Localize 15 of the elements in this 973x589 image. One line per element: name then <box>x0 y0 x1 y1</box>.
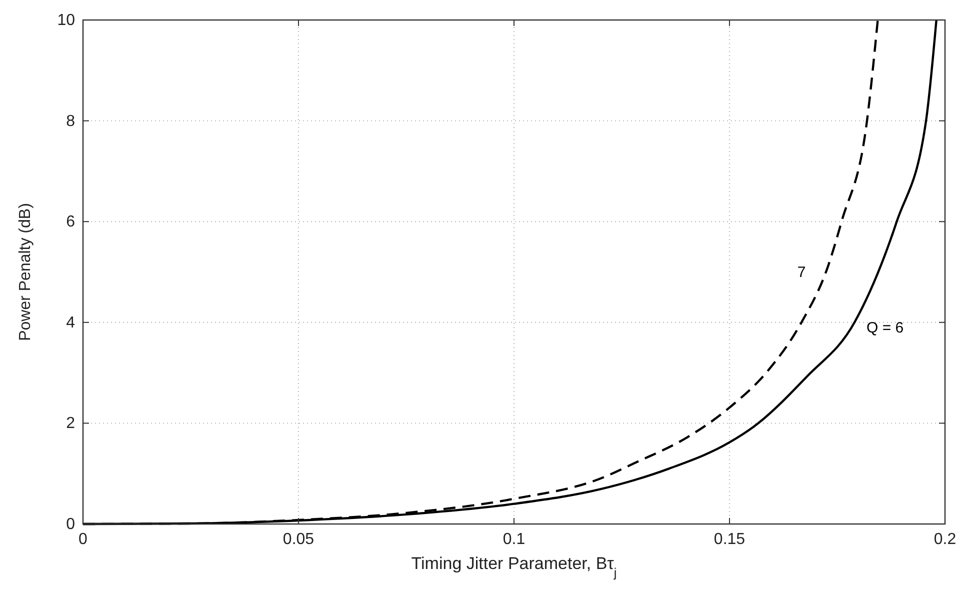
y-tick-label: 2 <box>66 415 76 432</box>
series-label: Q = 6 <box>866 319 904 336</box>
x-tick-label: 0 <box>78 531 88 548</box>
x-axis-title: Timing Jitter Parameter, Bτ$_{j}$ <box>411 554 617 580</box>
y-tick-label: 0 <box>66 516 76 533</box>
x-tick-label: 0.2 <box>934 531 956 548</box>
y-tick-label: 6 <box>66 214 76 231</box>
x-tick-label: 0.1 <box>502 531 526 548</box>
y-axis-title: Power Penalty (dB) <box>17 203 34 341</box>
y-tick-label: 4 <box>66 314 76 332</box>
y-tick-label: 10 <box>57 12 76 29</box>
series-label: 7 <box>797 264 806 281</box>
x-tick-label: 0.15 <box>714 531 746 548</box>
y-tick-label: 8 <box>66 112 76 130</box>
x-tick-label: 0.05 <box>282 531 314 548</box>
